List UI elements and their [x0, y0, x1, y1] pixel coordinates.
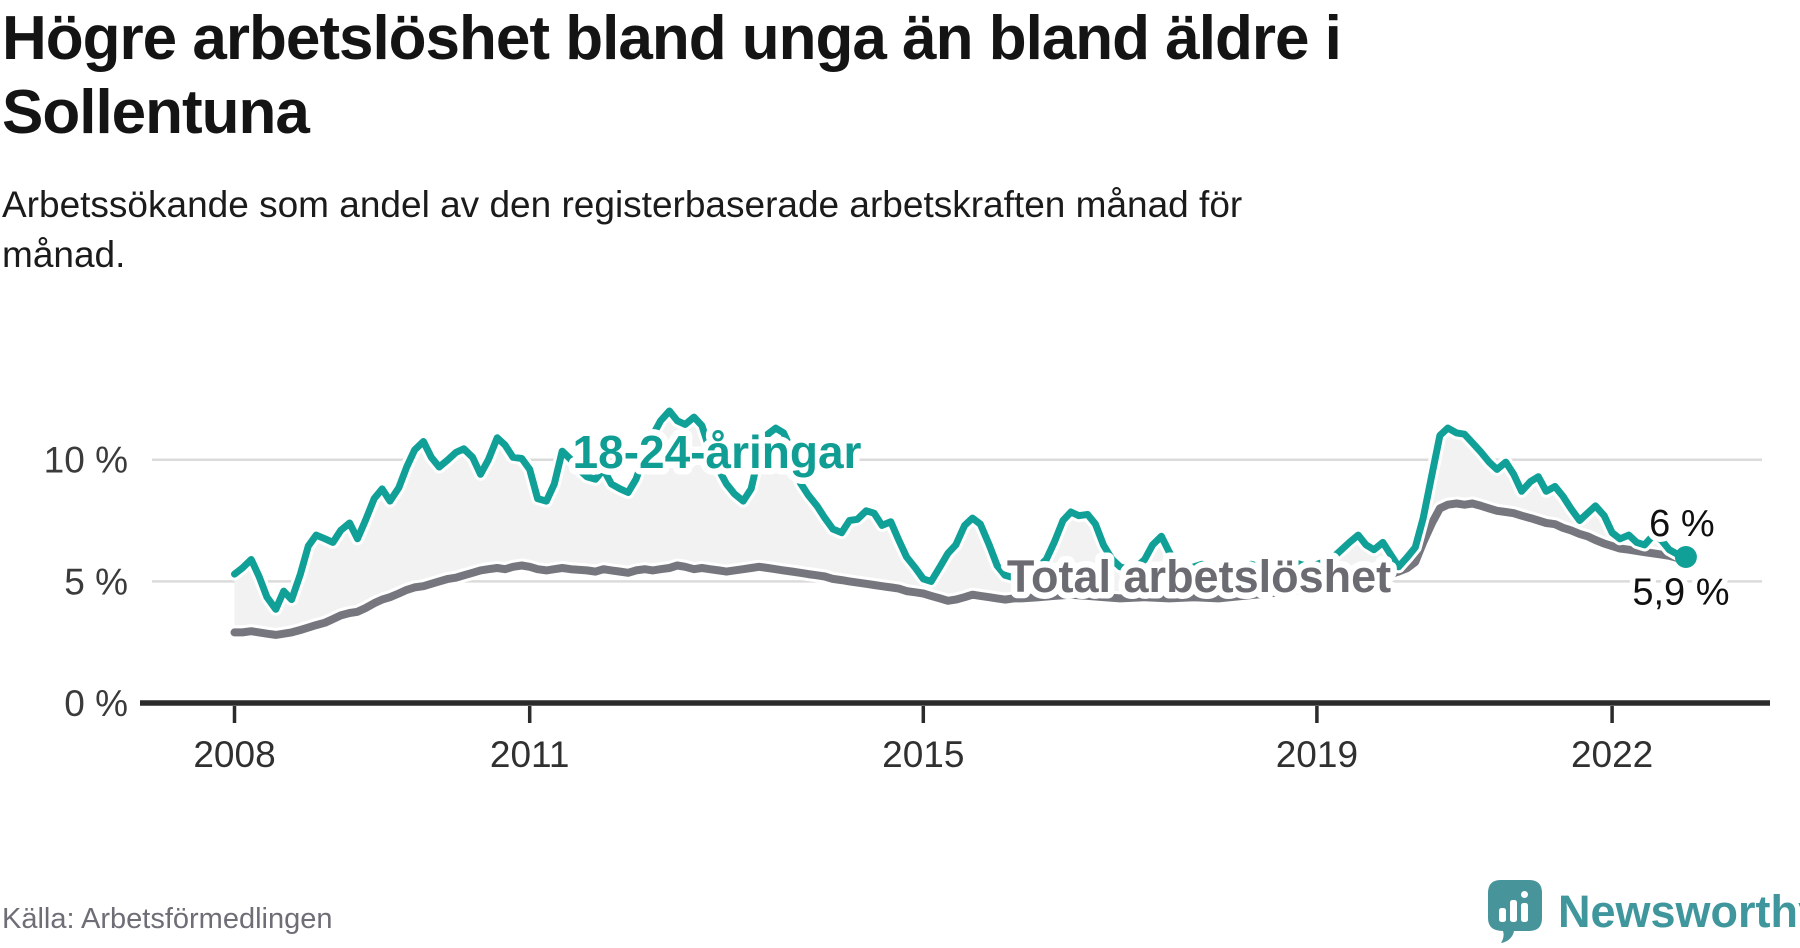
newsworthy-brand: Newsworthy	[1486, 879, 1800, 945]
y-tick-label: 10 %	[44, 440, 128, 481]
youth-end-value-halo: 6 %	[1649, 503, 1714, 545]
x-tick-label: 2019	[1276, 734, 1358, 775]
chart-subtitle-line1: Arbetssökande som andel av den registerb…	[2, 184, 1243, 225]
total-end-value-halo: 5,9 %	[1632, 571, 1729, 613]
between-series-fill	[234, 411, 1686, 635]
logo-bar-medium	[1510, 900, 1517, 922]
y-tick-label: 5 %	[64, 561, 128, 602]
x-tick-label: 2015	[882, 734, 964, 775]
newsworthy-logo-icon	[1488, 880, 1542, 943]
youth-end-value: 6 %	[1649, 503, 1714, 545]
page-title: Högre arbetslöshet bland unga än bland ä…	[2, 2, 1742, 150]
logo-bar-small	[1499, 908, 1506, 922]
newsworthy-wordmark: Newsworthy	[1558, 886, 1800, 937]
page-title-line1: Högre arbetslöshet bland unga än bland ä…	[2, 4, 1342, 73]
total-series-label-halo: Total arbetslöshet	[1007, 551, 1391, 602]
logo-exclamation-dot	[1521, 891, 1528, 898]
page-title-line2: Sollentuna	[2, 78, 310, 147]
youth-line	[231, 407, 1690, 613]
total-line	[230, 499, 1690, 639]
x-tick-label: 2022	[1571, 734, 1653, 775]
y-tick-label: 0 %	[64, 683, 128, 724]
logo-exclamation-bar	[1521, 903, 1528, 922]
chart-subtitle-line2: månad.	[2, 234, 126, 275]
x-tick-label: 2011	[490, 734, 570, 775]
youth-series-label: 18-24-åringar	[573, 426, 862, 478]
total-end-value: 5,9 %	[1632, 571, 1729, 613]
x-tick-label: 2008	[193, 734, 275, 775]
chart-subtitle: Arbetssökande som andel av den registerb…	[2, 180, 1502, 280]
youth-end-dot	[1674, 546, 1697, 569]
source-credit: Källa: Arbetsförmedlingen	[2, 903, 333, 935]
total-series-label: Total arbetslöshet	[1007, 551, 1391, 602]
youth-series-label-halo: 18-24-åringar	[573, 426, 862, 478]
